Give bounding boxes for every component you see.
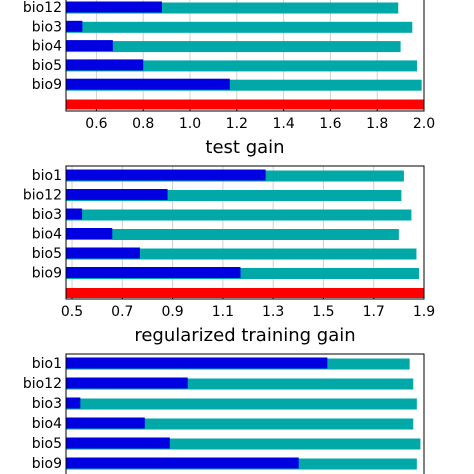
x-axis-label: test gain	[205, 137, 284, 158]
bar	[66, 79, 422, 91]
plot-frame	[65, 0, 425, 112]
bar	[66, 267, 241, 278]
bar	[66, 378, 414, 390]
bar	[66, 437, 170, 449]
plot-frame	[65, 353, 425, 474]
bar	[66, 228, 113, 239]
x-tick-label: 0.6	[85, 116, 107, 132]
bar	[66, 288, 424, 298]
bar	[66, 190, 402, 201]
category-label: bio12	[23, 0, 62, 16]
x-tick-label: 0.7	[111, 304, 133, 320]
bar	[66, 21, 413, 33]
x-tick-label: 1.8	[366, 116, 388, 132]
bar	[66, 78, 230, 90]
bar	[66, 189, 168, 200]
bar	[66, 60, 417, 72]
x-tick-label: 2.0	[413, 116, 435, 132]
bar	[66, 2, 399, 14]
category-label: bio9	[32, 456, 62, 472]
category-label: bio3	[32, 207, 62, 223]
bar	[66, 417, 145, 429]
bar	[66, 59, 144, 71]
x-tick-label: 1.3	[262, 304, 284, 320]
category-label: bio3	[32, 396, 62, 412]
category-label: bio12	[23, 376, 62, 392]
category-label: bio4	[32, 227, 62, 243]
category-label: bio12	[23, 188, 62, 204]
category-label: bio4	[32, 416, 62, 432]
x-tick-label: 1.7	[363, 304, 385, 320]
category-label: bio9	[32, 77, 62, 93]
bar	[66, 169, 266, 181]
category-label: bio5	[32, 436, 62, 452]
x-tick-label: 1.1	[212, 304, 234, 320]
bar	[66, 41, 401, 53]
bar	[66, 268, 419, 279]
category-label: bio5	[32, 246, 62, 262]
bar	[66, 397, 81, 409]
category-label: bio9	[32, 266, 62, 282]
bar	[66, 247, 140, 259]
bar	[66, 457, 299, 469]
x-tick-label: 0.8	[132, 116, 154, 132]
bar	[66, 20, 83, 32]
bar	[66, 377, 188, 389]
bar	[66, 398, 417, 410]
x-tick-label: 1.6	[319, 116, 341, 132]
category-label: bio5	[32, 58, 62, 74]
bar	[66, 209, 412, 221]
bar	[66, 357, 328, 369]
plot-frame	[65, 165, 425, 300]
category-label: bio1	[32, 168, 62, 184]
bar	[66, 438, 421, 450]
category-label: bio3	[32, 19, 62, 35]
x-tick-label: 1.4	[272, 116, 294, 132]
x-tick-label: 1.9	[413, 304, 435, 320]
bar	[66, 248, 417, 260]
x-tick-label: 1.2	[226, 116, 248, 132]
bar	[66, 229, 399, 240]
bar	[66, 1, 162, 13]
x-tick-label: 1.5	[312, 304, 334, 320]
x-tick-label: 1.0	[179, 116, 201, 132]
bar	[66, 208, 83, 220]
bar	[66, 40, 113, 52]
x-tick-label: 0.9	[161, 304, 183, 320]
category-label: bio1	[32, 356, 62, 372]
x-axis-label: regularized training gain	[134, 325, 355, 346]
bar	[66, 99, 424, 110]
category-label: bio4	[32, 39, 62, 55]
bar	[66, 418, 414, 430]
x-tick-label: 0.5	[61, 304, 83, 320]
